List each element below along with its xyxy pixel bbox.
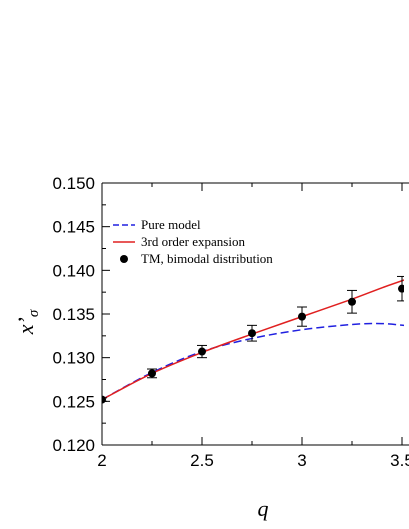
series-line-1 (102, 322, 404, 401)
x-tick-label: 3 (297, 451, 306, 470)
y-tick-label: 0.135 (52, 305, 95, 324)
y-axis-title-prime: ’ (13, 317, 38, 324)
data-point (398, 284, 404, 293)
legend-label-1: Pure model (141, 217, 201, 232)
data-point (198, 347, 206, 356)
data-point (148, 369, 156, 378)
legend: Pure model 3rd order expansion TM, bimodal… (113, 217, 273, 266)
y-axis-title-subscript: σ (26, 309, 42, 317)
y-tick-label: 0.120 (52, 436, 95, 455)
x-tick-label: 3.5 (390, 451, 409, 470)
y-tick-label: 0.130 (52, 349, 95, 368)
scatter-series (102, 275, 404, 404)
x-tick-label: 2.5 (190, 451, 214, 470)
legend-marker (120, 255, 128, 263)
axis-labels: q x’σ (13, 309, 269, 521)
x-tick-label: 2 (97, 451, 106, 470)
series-line-2 (102, 279, 404, 401)
x-axis-title: q (258, 496, 269, 521)
legend-label-2: 3rd order expansion (141, 234, 245, 249)
legend-label-3: TM, bimodal distribution (141, 251, 273, 266)
data-point (298, 312, 306, 321)
y-axis-title: x’σ (13, 309, 42, 335)
data-point (248, 329, 256, 338)
y-tick-label: 0.150 (52, 174, 95, 193)
axes-layer: 0.120 0.125 0.130 0.135 0.140 0.145 0.150 2 2.5 3… (52, 174, 409, 470)
y-tick-label: 0.145 (52, 218, 95, 237)
y-tick-label: 0.125 (52, 392, 95, 411)
data-point (348, 297, 356, 306)
y-axis-title-base: x (13, 324, 38, 335)
data-point (102, 395, 106, 404)
y-tick-label: 0.140 (52, 261, 95, 280)
series-clip-group (102, 275, 404, 404)
series-layer (102, 275, 404, 404)
